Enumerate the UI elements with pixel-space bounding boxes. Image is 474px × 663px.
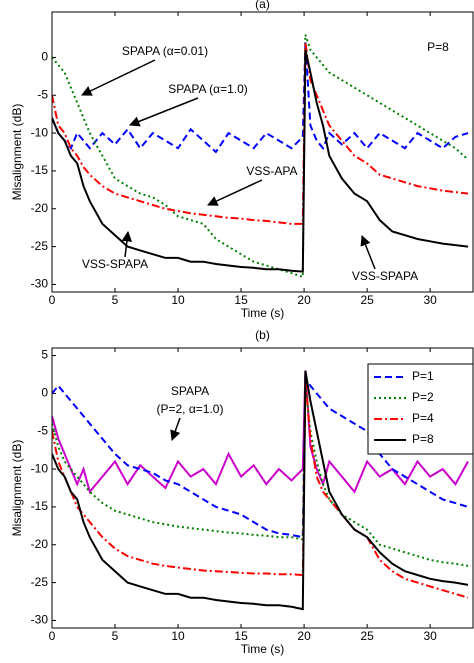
data-line: [52, 370, 469, 611]
x-tick-label: 0: [49, 629, 56, 643]
y-tick-label: 0: [41, 386, 48, 400]
y-tick-label: -30: [31, 613, 49, 627]
data-line: [52, 34, 469, 279]
y-tick-label: -20: [31, 201, 49, 215]
annotation-arrow: [129, 97, 199, 127]
data-line: [52, 370, 469, 494]
annotation: SPAPA: [171, 384, 209, 398]
y-tick-label: 0: [41, 50, 48, 64]
y-tick-label: -25: [31, 575, 49, 589]
x-tick-label: 10: [171, 629, 185, 643]
y-tick-label: -10: [31, 461, 49, 475]
x-tick-label: 15: [234, 293, 248, 307]
x-tick-label: 20: [297, 629, 311, 643]
y-tick-label: -15: [31, 499, 49, 513]
data-line: [52, 42, 469, 225]
data-line: [52, 49, 469, 273]
x-tick-label: 30: [423, 293, 437, 307]
annotation: SPAPA (α=0.01): [122, 44, 208, 58]
axes-frame: [51, 11, 474, 293]
annotation-arrow: [360, 235, 376, 270]
annotation: VSS-APA: [246, 164, 297, 178]
axes-frame: [51, 347, 474, 629]
x-tick-label: 25: [360, 629, 374, 643]
annotation-arrow: [81, 59, 156, 96]
annotation: (P=2, α=1.0): [157, 402, 224, 416]
plot-area: [52, 34, 469, 279]
x-tick-label: 30: [423, 629, 437, 643]
legend-label: P=4: [412, 411, 434, 425]
annotation: SPAPA (α=1.0): [168, 82, 248, 96]
legend-label: P=8: [412, 432, 434, 446]
y-tick-label: -20: [31, 537, 49, 551]
annotation-arrow: [207, 179, 263, 206]
x-tick-label: 10: [171, 293, 185, 307]
annotation-arrow: [121, 230, 133, 258]
x-tick-label: 25: [360, 293, 374, 307]
annotation-arrow: [170, 417, 181, 441]
y-axis-label: Misalignment (dB): [10, 104, 24, 201]
y-tick-label: -25: [31, 239, 49, 253]
x-axis-label: Time (s): [241, 306, 285, 320]
data-line: [52, 375, 469, 539]
x-tick-label: 5: [112, 293, 119, 307]
y-tick-label: -5: [37, 87, 48, 101]
y-tick-label: 5: [41, 348, 48, 362]
y-tick-label: -15: [31, 163, 49, 177]
y-tick-label: -30: [31, 277, 49, 291]
x-tick-label: 0: [49, 293, 56, 307]
annotation: VSS-SPAPA: [82, 257, 148, 271]
legend-label: P=2: [412, 390, 434, 404]
data-line: [52, 378, 469, 599]
legend-label: P=1: [412, 369, 434, 383]
plot-area: [52, 370, 469, 611]
chart-title: (b): [255, 328, 270, 342]
y-axis-label: Misalignment (dB): [10, 440, 24, 537]
annotation: P=8: [427, 40, 449, 54]
annotation: VSS-SPAPA: [352, 269, 418, 283]
y-tick-label: -10: [31, 125, 49, 139]
x-tick-label: 15: [234, 629, 248, 643]
x-tick-label: 20: [297, 293, 311, 307]
x-axis-label: Time (s): [241, 642, 285, 656]
data-line: [52, 42, 469, 154]
chart-title: (a): [255, 0, 270, 11]
y-tick-label: -5: [37, 423, 48, 437]
x-tick-label: 5: [112, 629, 119, 643]
